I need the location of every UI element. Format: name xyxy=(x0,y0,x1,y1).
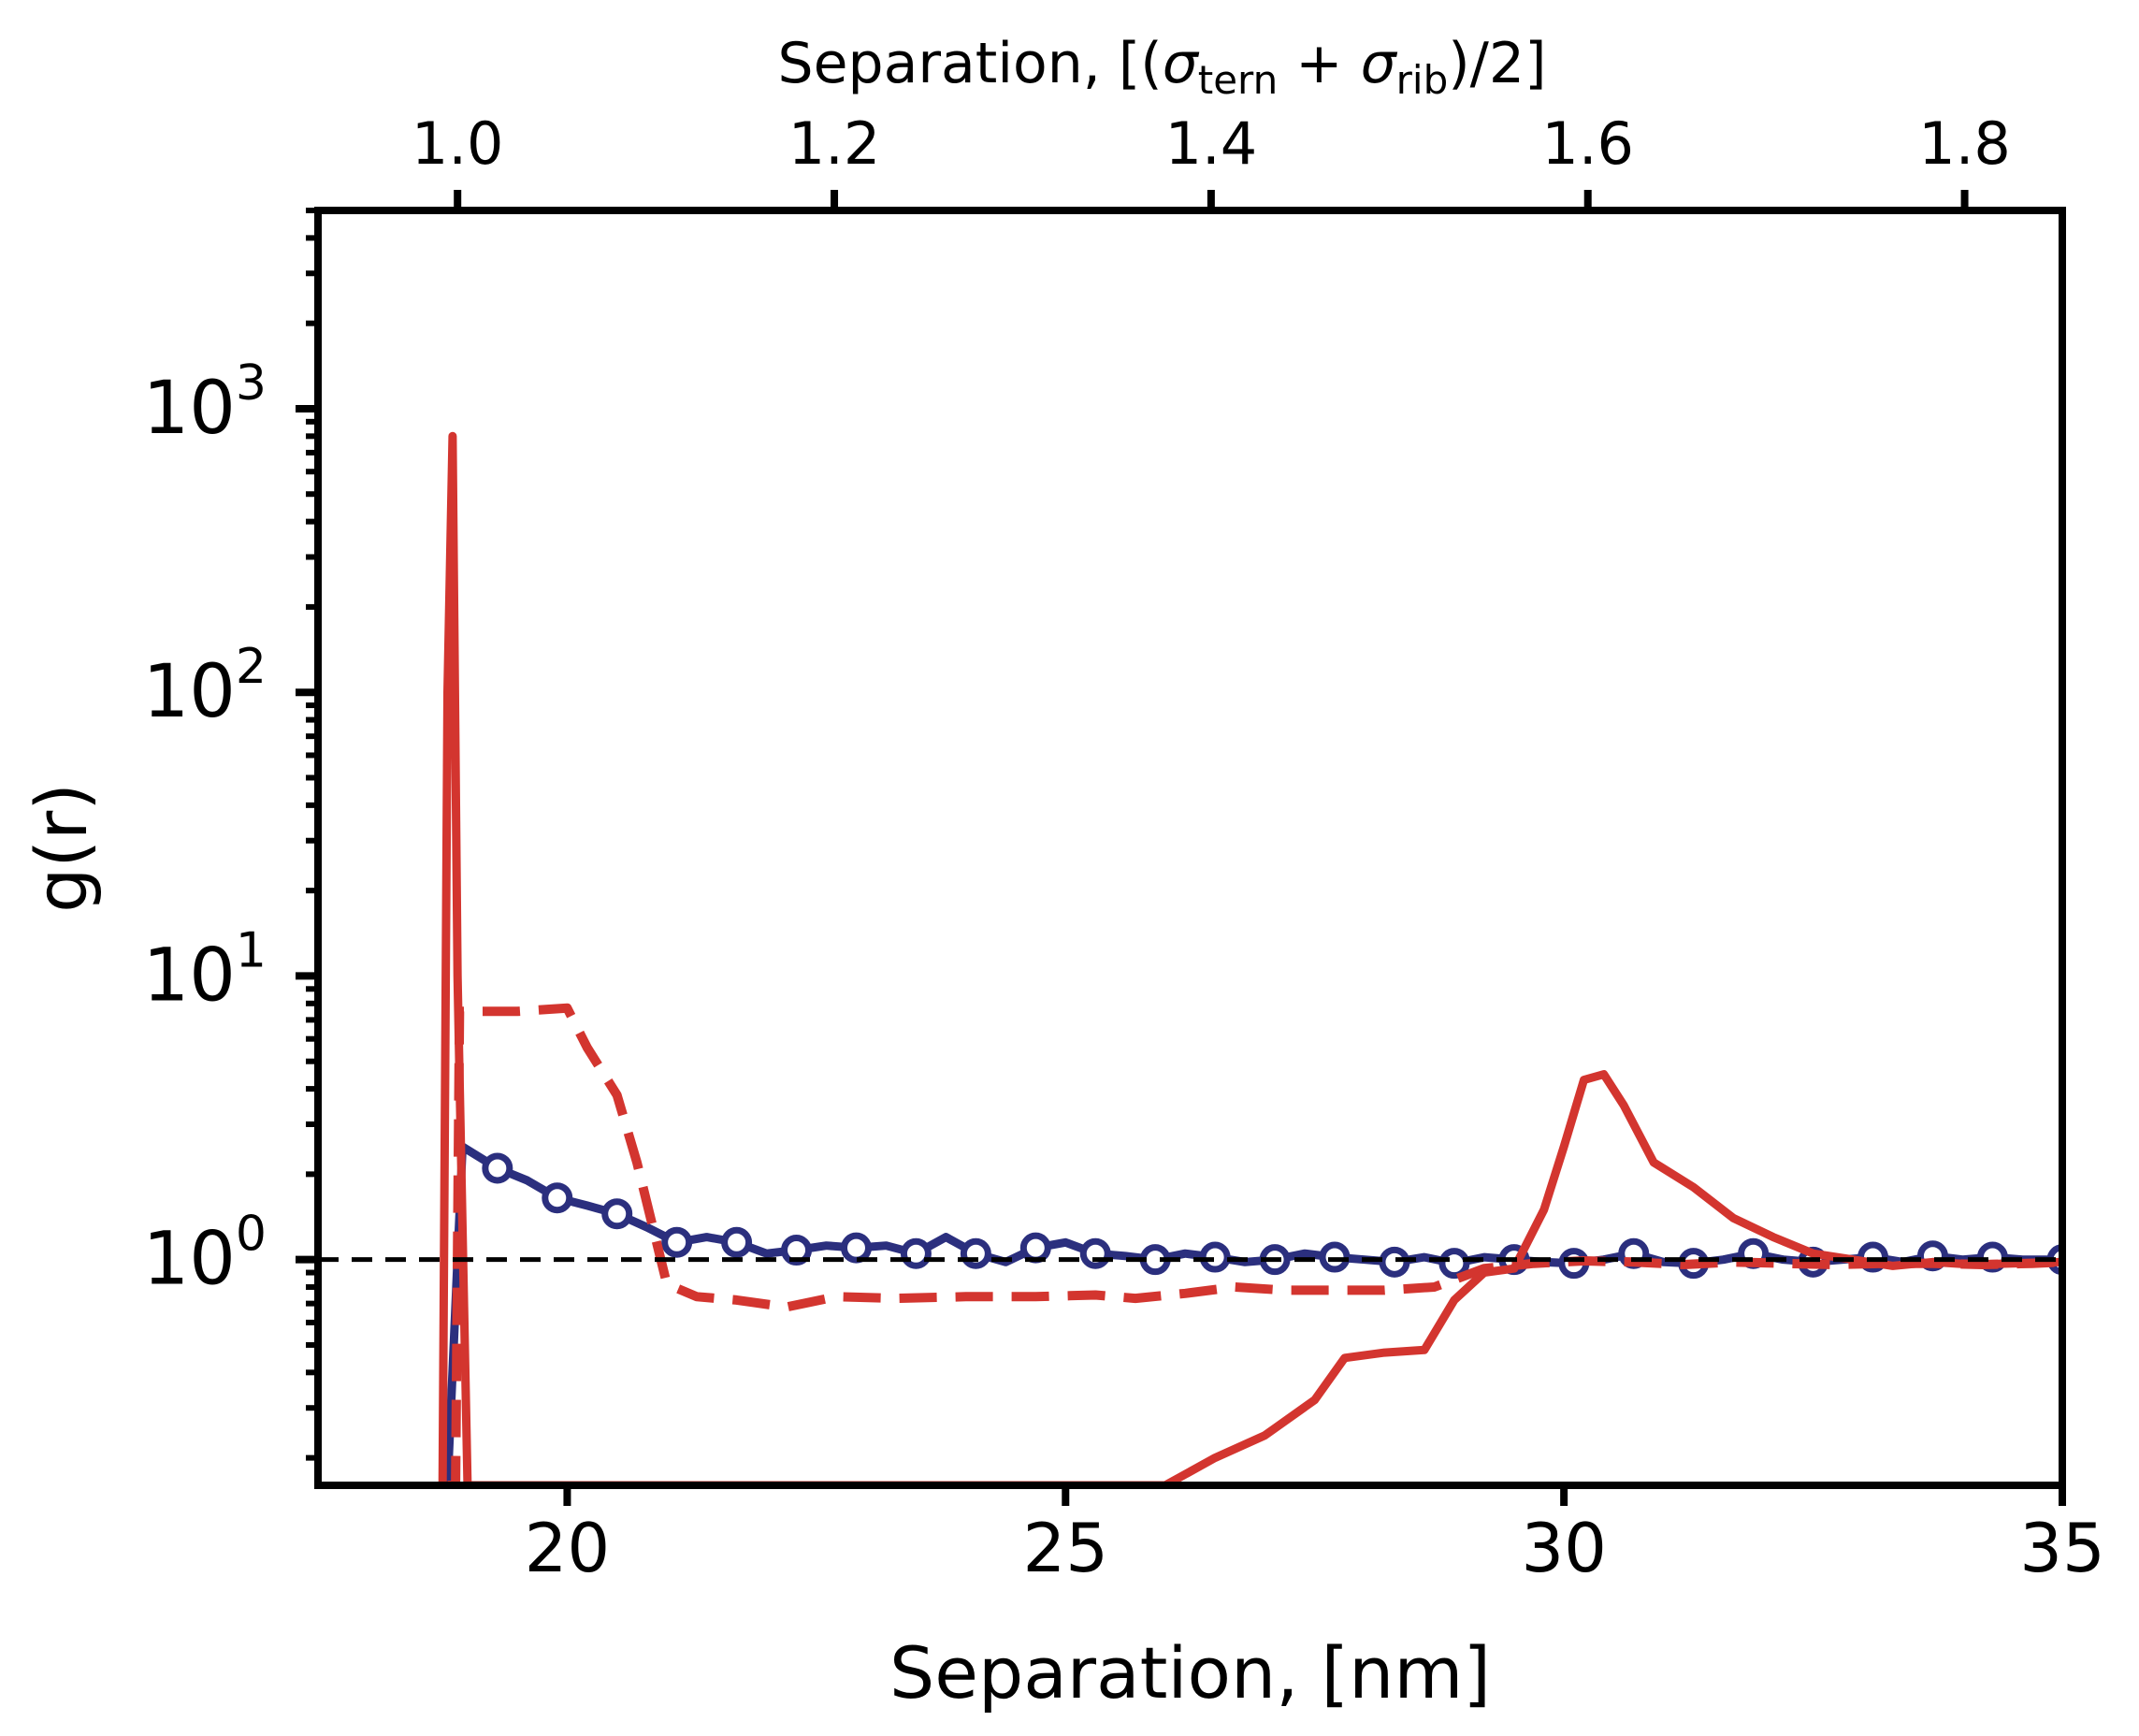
top-x-tick-label: 1.4 xyxy=(1165,109,1258,178)
top-title-prefix: Separation, [( xyxy=(778,31,1163,96)
series-marker xyxy=(482,1152,513,1184)
series-marker xyxy=(960,1237,991,1269)
series-marker xyxy=(840,1232,872,1264)
series-line-2 xyxy=(447,1003,2062,1485)
x-tick-label: 30 xyxy=(1521,1509,1607,1587)
series-marker xyxy=(1019,1232,1051,1264)
top-title-sub2: rib xyxy=(1396,57,1449,103)
top-title-plus: + xyxy=(1278,31,1360,96)
y-tick-label: 101 xyxy=(143,922,267,1018)
series-marker xyxy=(781,1235,813,1266)
series-marker xyxy=(601,1198,633,1230)
top-x-tick-label: 1.2 xyxy=(788,109,881,178)
x-tick-label: 35 xyxy=(2019,1509,2105,1587)
y-tick-label: 102 xyxy=(143,639,267,734)
series-marker xyxy=(900,1237,932,1269)
top-title-sigma2: σ xyxy=(1361,31,1398,96)
series-line-1 xyxy=(443,1142,2062,1485)
x-axis-title: Separation, [nm] xyxy=(889,1631,1491,1714)
series-marker xyxy=(1319,1241,1351,1273)
top-title-sigma1: σ xyxy=(1163,31,1200,96)
y-axis-title: g(r) xyxy=(20,783,103,913)
ticks-layer: 20 25 30 35 1.0 1.2 1.4 1.6 1.8 100 101 102 103 xyxy=(143,109,2105,1587)
series-marker xyxy=(661,1226,693,1258)
top-title-suffix: )/2] xyxy=(1448,31,1546,96)
series-marker xyxy=(1079,1237,1111,1269)
top-x-tick-label: 1.6 xyxy=(1541,109,1634,178)
top-x-tick-label: 1.8 xyxy=(1918,109,2011,178)
series-line-3 xyxy=(438,431,2062,1485)
series-marker xyxy=(721,1226,753,1258)
plot-frame xyxy=(314,207,2066,1489)
series-marker xyxy=(1199,1241,1231,1273)
top-x-axis-title: Separation, [(σtern + σrib)/2] xyxy=(778,31,1547,103)
x-tick-label: 20 xyxy=(525,1509,611,1587)
series-marker xyxy=(1379,1246,1410,1278)
series-layer xyxy=(438,431,2062,1485)
y-tick-label: 100 xyxy=(143,1207,267,1302)
series-marker xyxy=(542,1182,573,1214)
x-tick-label: 25 xyxy=(1022,1509,1108,1587)
top-title-sub1: tern xyxy=(1198,57,1278,103)
top-x-tick-label: 1.0 xyxy=(412,109,504,178)
y-tick-label: 103 xyxy=(143,355,267,451)
